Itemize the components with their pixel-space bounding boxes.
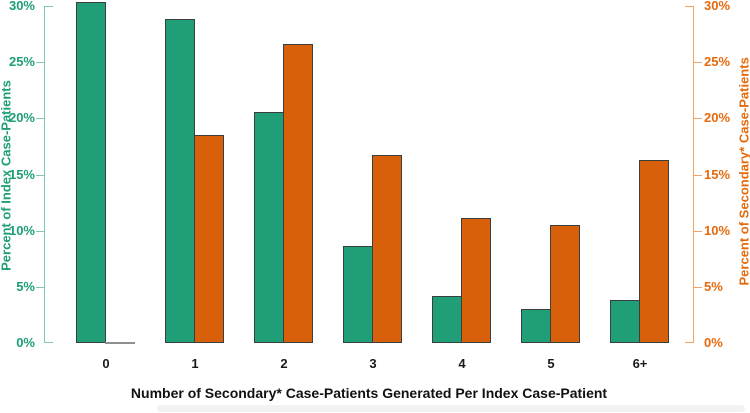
left-y-tick-label: 20%: [8, 110, 35, 126]
right-y-tick-label: 30%: [704, 0, 731, 13]
left-y-axis-endcap: [45, 6, 53, 7]
bar-secondary-cat-6+: [639, 160, 669, 343]
x-axis-title: Number of Secondary* Case-Patients Gener…: [130, 385, 608, 401]
left-y-tick: [36, 174, 44, 176]
right-y-tick: [694, 62, 702, 64]
x-tick-label-0: 0: [102, 356, 110, 371]
x-tick-label-2: 2: [280, 356, 288, 371]
right-y-tick: [694, 118, 702, 120]
x-tick-label-3: 3: [369, 356, 377, 371]
x-tick-label-6+: 6+: [632, 356, 648, 371]
horizontal-scrollbar-track[interactable]: [157, 405, 745, 412]
x-tick-label-4: 4: [458, 356, 466, 371]
right-y-axis-endcap: [685, 342, 693, 343]
left-y-tick-label: 30%: [8, 0, 35, 13]
right-y-tick-label: 10%: [704, 222, 731, 238]
bar-secondary-cat-1: [194, 135, 224, 343]
x-tick-label-1: 1: [191, 356, 199, 371]
bar-secondary-cat-3: [372, 155, 402, 343]
left-y-tick-label: 0%: [16, 335, 35, 350]
right-y-tick-label: 5%: [704, 278, 723, 294]
left-y-tick-label: 10%: [8, 222, 35, 238]
left-y-axis-line: [44, 6, 45, 343]
right-y-tick-label: 0%: [704, 335, 723, 350]
bar-index-cat-5: [521, 309, 551, 343]
bar-index-cat-3: [343, 246, 373, 343]
right-y-tick: [694, 230, 702, 232]
left-y-tick-label: 25%: [8, 54, 35, 70]
left-y-tick: [36, 230, 44, 232]
bar-index-cat-2: [254, 112, 284, 343]
right-y-tick-label: 20%: [704, 110, 731, 126]
left-y-tick: [36, 286, 44, 288]
left-y-tick-label: 15%: [8, 166, 35, 182]
right-y-tick: [694, 286, 702, 288]
bar-index-cat-4: [432, 296, 462, 343]
bar-index-cat-6+: [610, 300, 640, 343]
bar-index-cat-0: [76, 2, 106, 343]
right-y-tick: [694, 174, 702, 176]
right-y-axis-endcap: [685, 6, 693, 7]
left-y-tick: [36, 62, 44, 64]
bar-secondary-cat-4: [461, 218, 491, 343]
right-y-axis-line: [693, 6, 694, 343]
right-y-tick-label: 25%: [704, 54, 731, 70]
x-tick-label-5: 5: [547, 356, 555, 371]
right-y-tick-label: 15%: [704, 166, 731, 182]
left-y-tick: [36, 118, 44, 120]
left-y-axis-endcap: [45, 342, 53, 343]
bar-secondary-cat-2: [283, 44, 313, 343]
left-y-tick-label: 5%: [16, 278, 35, 294]
bar-index-cat-1: [165, 19, 195, 343]
bar-secondary-cat-0: [105, 342, 135, 344]
bar-secondary-cat-5: [550, 225, 580, 343]
